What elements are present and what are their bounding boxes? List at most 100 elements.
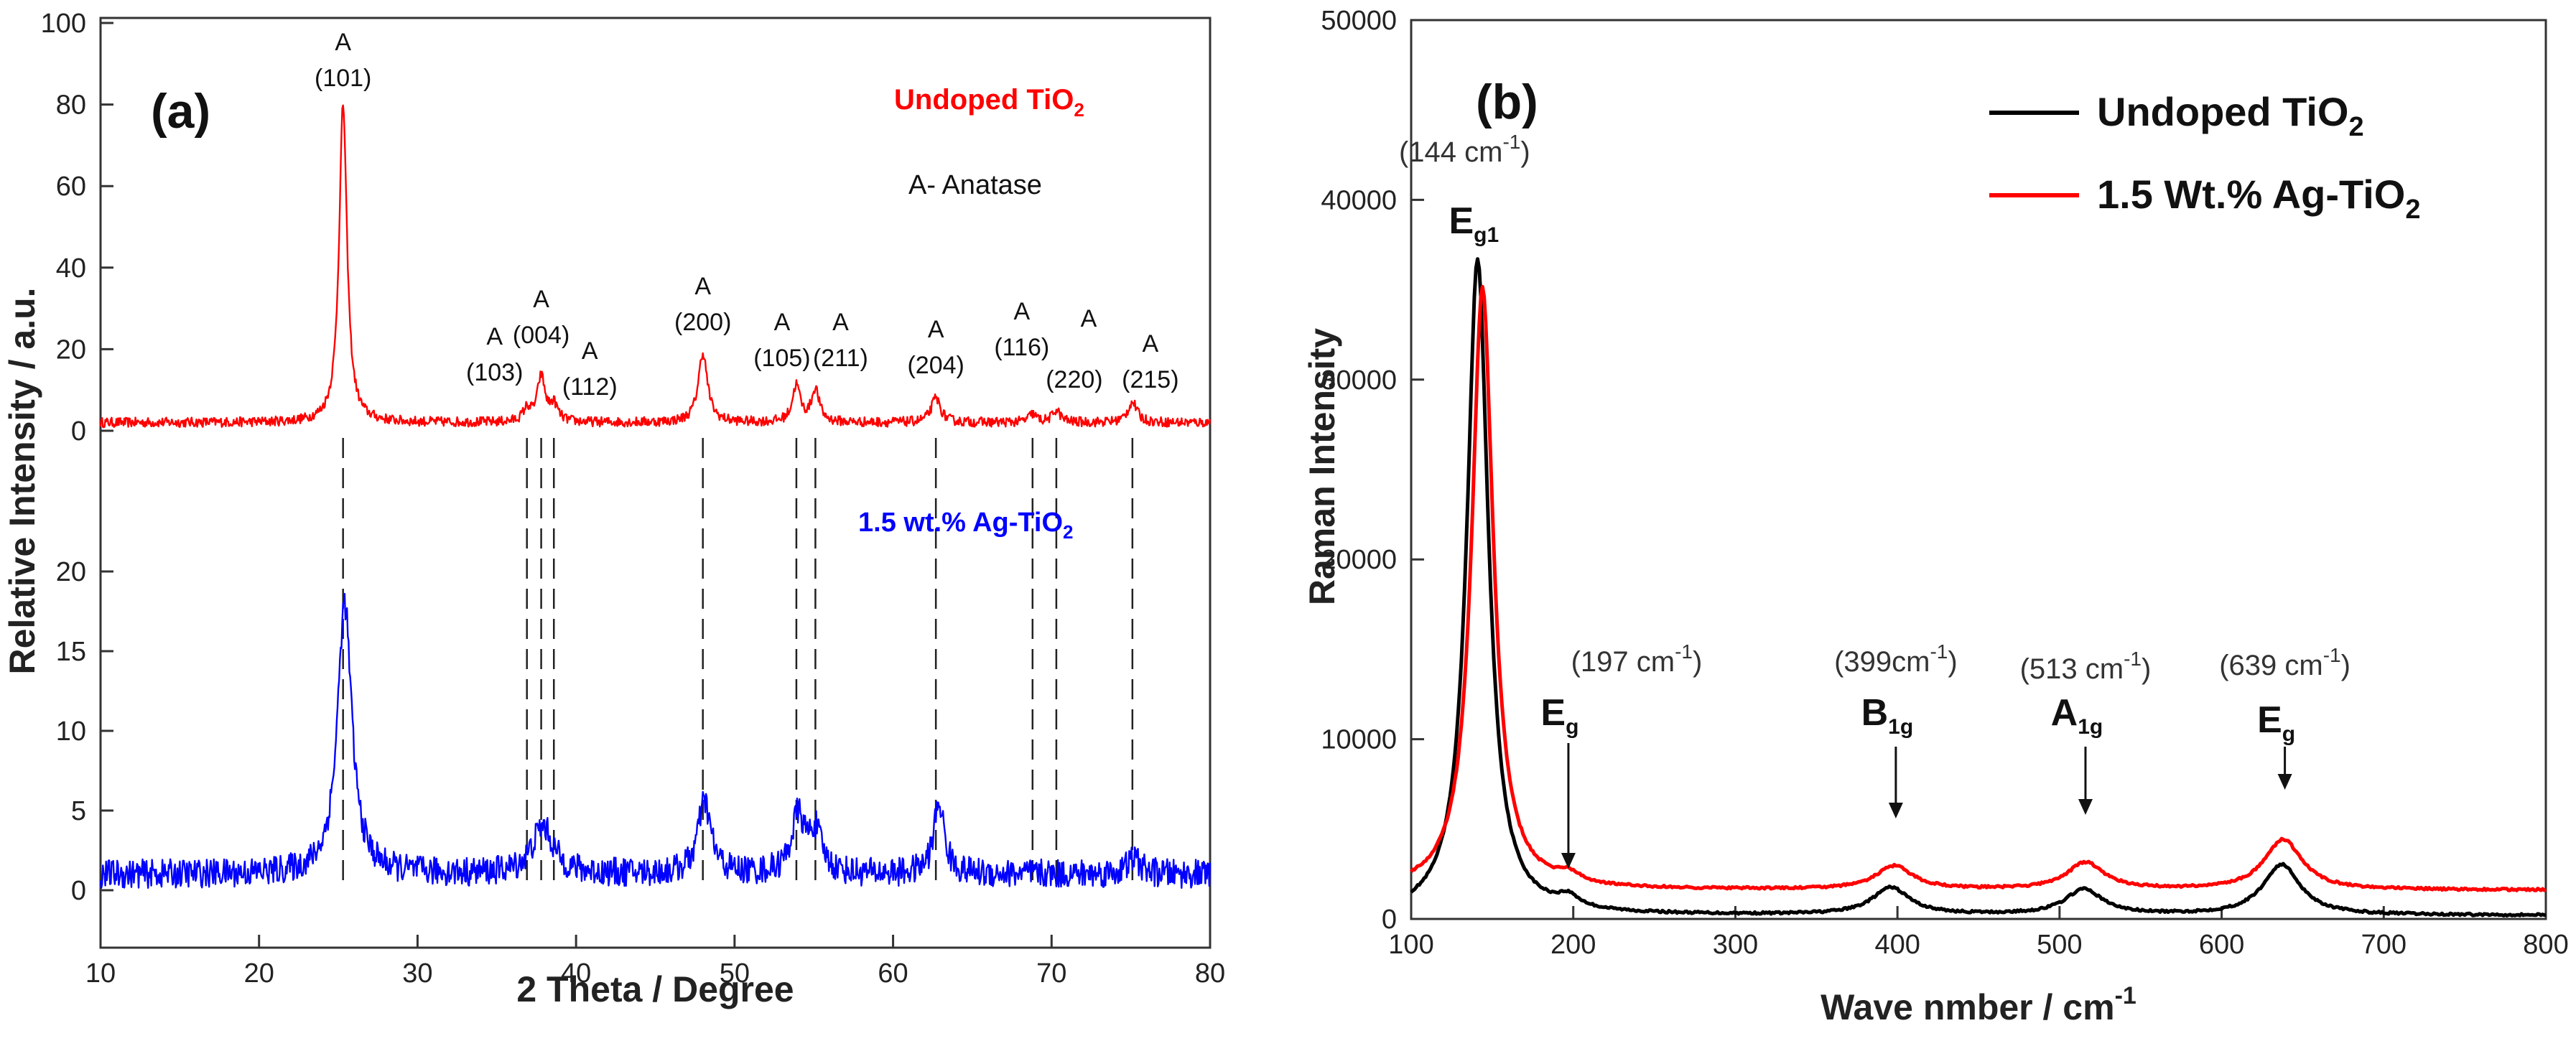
legend-label-1: 1.5 Wt.% Ag-TiO2 bbox=[2097, 172, 2421, 225]
x-tick-label-a: 70 bbox=[1036, 958, 1066, 989]
raman-mode-label: B1g bbox=[1861, 692, 1914, 739]
series-line-b-0 bbox=[1410, 257, 2547, 918]
reflection-phase-label: A bbox=[928, 316, 944, 343]
reflection-phase-label: A bbox=[486, 323, 503, 350]
x-tick-label-a: 60 bbox=[878, 958, 908, 989]
arrow-head bbox=[2078, 799, 2093, 815]
note-close: ) bbox=[1693, 646, 1702, 678]
x-axis-title-b: Wave nmber / cm-1 bbox=[1821, 982, 2136, 1027]
raman-mode-label: Eg bbox=[1540, 692, 1578, 739]
anatase-note: A- Anatase bbox=[908, 170, 1042, 200]
panel-a-xrd: 10 20 30 40 50 60 70 80 0 20 40 60 80 100 0 5 10 15 20 A (10… bbox=[2, 9, 1225, 1009]
mode-main: A bbox=[2051, 692, 2078, 734]
mode-main: E bbox=[1540, 692, 1566, 734]
y-tick-label-top-a: 40 bbox=[56, 253, 86, 284]
y-tick-label-top-a: 80 bbox=[56, 90, 86, 121]
note-sup: -1 bbox=[1675, 640, 1693, 663]
reflection-phase-label: A bbox=[582, 337, 598, 365]
x-tick-label-a: 30 bbox=[402, 958, 432, 989]
y-tick-label-top-a: 60 bbox=[56, 172, 86, 202]
legend-label-0: Undoped TiO2 bbox=[2097, 89, 2364, 142]
mode-main: B bbox=[1861, 692, 1889, 734]
y-tick-label-top-a: 100 bbox=[41, 9, 86, 39]
y-tick-label-b: 30000 bbox=[1321, 365, 1397, 396]
x-tick-label-a: 80 bbox=[1195, 958, 1225, 989]
x-title-main: Wave nmber / cm bbox=[1821, 987, 2114, 1027]
reflection-hkl-label: (112) bbox=[562, 373, 618, 401]
mode-sub: 1g bbox=[1888, 715, 1913, 739]
y-tick-label-bottom-a: 20 bbox=[56, 557, 86, 587]
mode-sub: g bbox=[2282, 722, 2295, 746]
arrow-head bbox=[2277, 774, 2292, 790]
x-tick-label-b: 500 bbox=[2037, 930, 2082, 960]
y-tick-label-bottom-a: 0 bbox=[71, 876, 86, 906]
raman-peak-position-label: (144 cm-1) bbox=[1399, 131, 1530, 168]
mode-sub: 1g bbox=[2078, 715, 2103, 739]
y-axis-title-a: Relative Intensity / a.u. bbox=[2, 287, 42, 674]
reflection-phase-label: A bbox=[1013, 298, 1030, 325]
x-tick-label-b: 200 bbox=[1550, 930, 1596, 960]
reflection-hkl-label: (004) bbox=[513, 322, 569, 349]
y-tick-label-b: 0 bbox=[1382, 905, 1397, 935]
arrow-head bbox=[1888, 803, 1903, 818]
panel-b-raman: 100 200 300 400 500 600 700 800 0 10000 20000 30000… bbox=[1302, 6, 2569, 1027]
reflection-hkl-label: (215) bbox=[1122, 366, 1178, 393]
x-tick-label-b: 400 bbox=[1874, 930, 1920, 960]
reflection-phase-label: A bbox=[335, 29, 351, 56]
x-tick-label-b: 300 bbox=[1713, 930, 1758, 960]
note-sup: -1 bbox=[2323, 644, 2341, 666]
series-label-main: 1.5 wt.% Ag-TiO bbox=[858, 508, 1063, 538]
note-close: ) bbox=[1948, 646, 1957, 678]
x-tick-label-b: 800 bbox=[2523, 930, 2568, 960]
series-label-sub: 2 bbox=[1063, 521, 1073, 543]
note-close: ) bbox=[2341, 650, 2351, 681]
reflection-hkl-label: (204) bbox=[907, 352, 964, 379]
y-axis-title-b: Raman Intensity bbox=[1302, 328, 1342, 605]
arrow-head bbox=[1561, 853, 1576, 869]
note-sup: -1 bbox=[1502, 131, 1520, 153]
note-main: (197 cm bbox=[1571, 646, 1675, 678]
reflection-hkl-label: (101) bbox=[315, 65, 371, 92]
y-tick-label-b: 20000 bbox=[1321, 545, 1397, 575]
reflection-hkl-label: (200) bbox=[674, 309, 731, 336]
y-tick-label-top-a: 20 bbox=[56, 335, 86, 365]
series-line-a-0 bbox=[99, 104, 1212, 429]
reflection-phase-label: A bbox=[832, 309, 849, 336]
note-main: (144 cm bbox=[1399, 136, 1503, 168]
reflection-phase-label: A bbox=[533, 286, 549, 313]
raman-peak-position-label: (197 cm-1) bbox=[1571, 640, 1703, 678]
plot-frame-a bbox=[99, 17, 1212, 949]
note-main: (639 cm bbox=[2219, 650, 2323, 681]
x-tick-label-a: 20 bbox=[244, 958, 274, 989]
series-line-b-1 bbox=[1409, 284, 2547, 892]
mode-main: E bbox=[1449, 200, 1474, 242]
y-tick-label-bottom-a: 10 bbox=[56, 716, 86, 747]
reflection-hkl-label: (211) bbox=[813, 345, 868, 372]
reflection-phase-label: A bbox=[774, 309, 791, 336]
x-tick-label-b: 700 bbox=[2361, 930, 2407, 960]
series-label-sub: 2 bbox=[1074, 99, 1084, 121]
note-sup: -1 bbox=[1930, 640, 1948, 663]
raman-peak-position-label: (513 cm-1) bbox=[2020, 648, 2152, 685]
reflection-hkl-label: (103) bbox=[466, 359, 523, 386]
note-close: ) bbox=[1520, 136, 1530, 168]
raman-mode-label: A1g bbox=[2051, 692, 2103, 739]
mode-sub: g1 bbox=[1474, 223, 1499, 247]
x-title-sup: -1 bbox=[2115, 982, 2136, 1009]
note-sup: -1 bbox=[2124, 648, 2142, 670]
x-tick-label-a: 40 bbox=[561, 958, 591, 989]
plot-frame-b bbox=[1410, 19, 2547, 920]
series-line-a-1 bbox=[99, 592, 1212, 889]
raman-mode-label: Eg1 bbox=[1449, 200, 1499, 247]
raman-peak-position-label: (399cm-1) bbox=[1834, 640, 1958, 678]
y-tick-label-bottom-a: 15 bbox=[56, 637, 86, 667]
y-tick-label-b: 40000 bbox=[1321, 185, 1397, 215]
y-tick-label-b: 10000 bbox=[1321, 725, 1397, 755]
panel-label-a: (a) bbox=[151, 84, 210, 139]
legend-main: Undoped TiO bbox=[2097, 89, 2349, 134]
series-label-undoped-a: Undoped TiO2 bbox=[894, 84, 1084, 121]
x-axis-title-a: 2 Theta / Degree bbox=[516, 969, 794, 1009]
reflection-phase-label: A bbox=[1081, 305, 1097, 332]
y-tick-label-bottom-a: 5 bbox=[71, 796, 86, 826]
raman-peak-position-label: (639 cm-1) bbox=[2219, 644, 2351, 681]
